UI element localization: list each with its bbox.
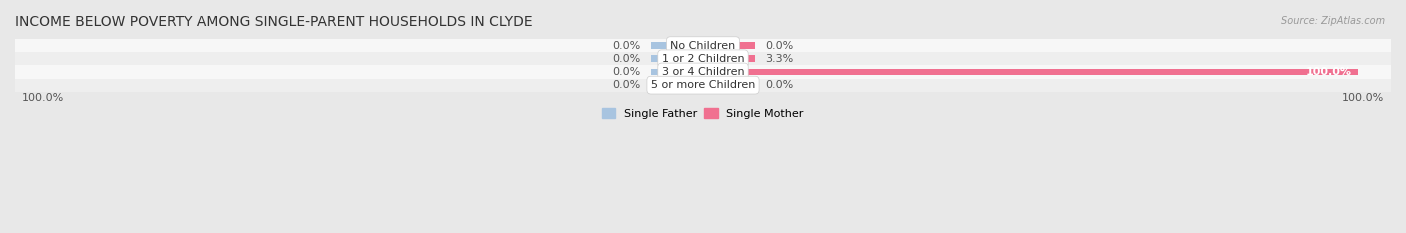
Text: 0.0%: 0.0% bbox=[613, 80, 641, 90]
Bar bbox=[651, 82, 703, 89]
Text: 3.3%: 3.3% bbox=[765, 54, 793, 64]
Legend: Single Father, Single Mother: Single Father, Single Mother bbox=[598, 104, 808, 123]
Bar bbox=[15, 79, 1391, 92]
Bar bbox=[703, 42, 755, 49]
Text: 100.0%: 100.0% bbox=[1306, 67, 1351, 77]
Text: INCOME BELOW POVERTY AMONG SINGLE-PARENT HOUSEHOLDS IN CLYDE: INCOME BELOW POVERTY AMONG SINGLE-PARENT… bbox=[15, 15, 533, 29]
Text: 1 or 2 Children: 1 or 2 Children bbox=[662, 54, 744, 64]
Text: 5 or more Children: 5 or more Children bbox=[651, 80, 755, 90]
Bar bbox=[15, 52, 1391, 65]
Bar bbox=[651, 55, 703, 62]
Text: 0.0%: 0.0% bbox=[613, 54, 641, 64]
Bar bbox=[15, 39, 1391, 52]
Bar bbox=[703, 69, 1358, 75]
Bar bbox=[15, 65, 1391, 79]
Bar bbox=[703, 82, 755, 89]
Text: 0.0%: 0.0% bbox=[765, 41, 793, 51]
Text: 100.0%: 100.0% bbox=[1343, 93, 1385, 103]
Text: 0.0%: 0.0% bbox=[765, 80, 793, 90]
Bar bbox=[651, 42, 703, 49]
Text: 0.0%: 0.0% bbox=[613, 41, 641, 51]
Text: 100.0%: 100.0% bbox=[21, 93, 63, 103]
Bar bbox=[703, 55, 755, 62]
Text: 0.0%: 0.0% bbox=[613, 67, 641, 77]
Text: Source: ZipAtlas.com: Source: ZipAtlas.com bbox=[1281, 16, 1385, 26]
Bar bbox=[651, 69, 703, 75]
Text: 3 or 4 Children: 3 or 4 Children bbox=[662, 67, 744, 77]
Text: No Children: No Children bbox=[671, 41, 735, 51]
